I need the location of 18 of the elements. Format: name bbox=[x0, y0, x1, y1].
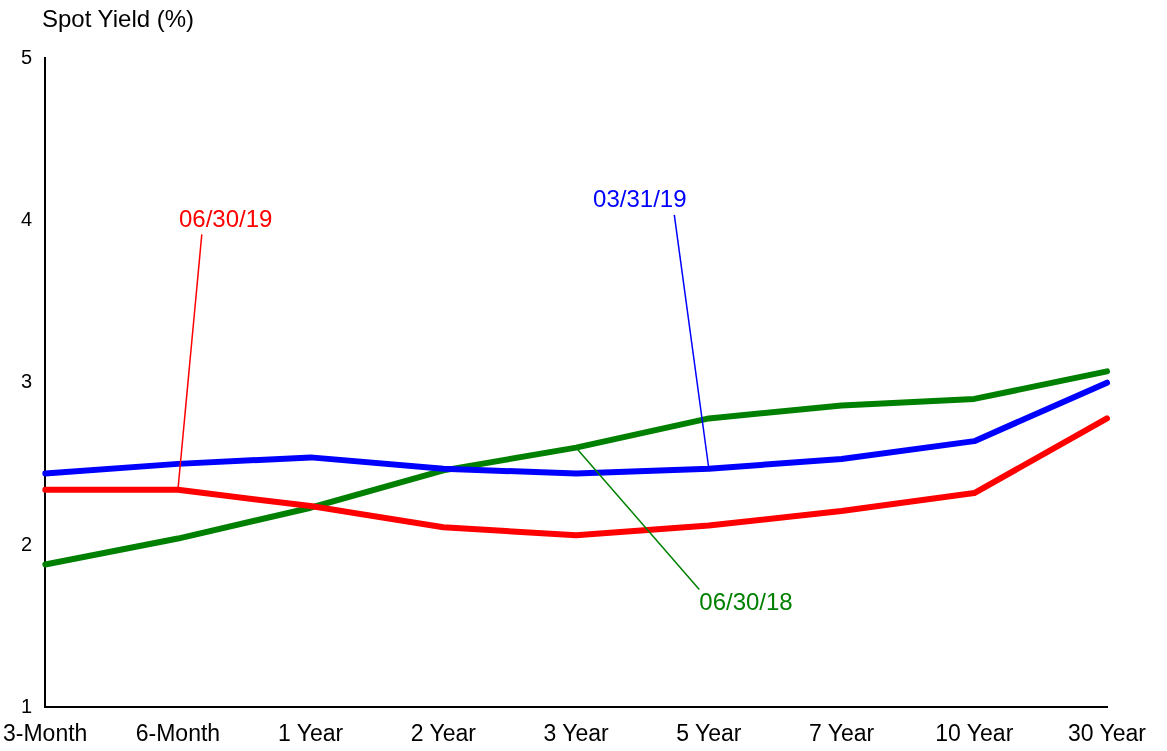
x-tick-label: 3 Year bbox=[543, 719, 610, 746]
y-tick-label: 2 bbox=[21, 532, 33, 555]
y-tick-label: 3 bbox=[21, 370, 33, 393]
x-tick-label: 30 Year bbox=[1067, 719, 1147, 746]
x-tick-label: 10 Year bbox=[935, 719, 1014, 746]
text: 03/31/19 bbox=[593, 185, 687, 213]
y-axis-title: Spot Yield (%) bbox=[42, 4, 195, 32]
y-tick-label: 5 bbox=[21, 45, 33, 68]
y-tick-label: 4 bbox=[21, 207, 33, 230]
x-tick-label: 7 Year bbox=[808, 719, 875, 746]
x-tick-label: 1 Year bbox=[278, 719, 344, 746]
text: 06/30/19 bbox=[178, 204, 273, 232]
text: 06/30/18 bbox=[699, 588, 793, 616]
x-tick-label: 5 Year bbox=[676, 719, 742, 746]
x-tick-label: 2 Year bbox=[410, 719, 477, 746]
x-tick-label: 6-Month bbox=[135, 719, 221, 746]
y-tick-label: 1 bbox=[21, 694, 33, 717]
x-tick-label: 3-Month bbox=[3, 719, 88, 746]
